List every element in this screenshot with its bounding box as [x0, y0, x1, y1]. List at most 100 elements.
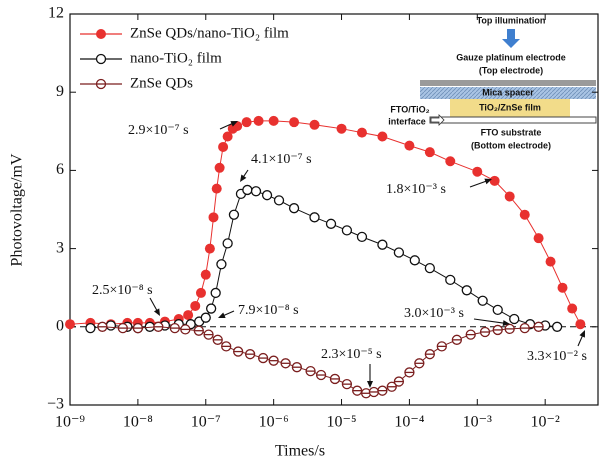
marker-dot [242, 184, 253, 196]
marker [557, 282, 568, 293]
marker-dot [445, 156, 456, 167]
light-arrow [502, 29, 520, 48]
marker [305, 365, 316, 377]
marker-dot [325, 218, 337, 229]
marker-dot [424, 262, 435, 274]
marker-dot [218, 141, 229, 152]
marker [545, 256, 556, 267]
marker [253, 115, 264, 126]
series-line [90, 189, 558, 329]
marker [356, 231, 368, 243]
marker [551, 321, 563, 332]
marker-dot [341, 225, 353, 236]
x-tick-label: 10⁻² [531, 414, 560, 431]
marker [509, 313, 520, 325]
annotation-arrowhead [218, 312, 226, 318]
marker [203, 329, 214, 340]
marker [386, 381, 397, 392]
marker [504, 323, 515, 335]
marker [268, 115, 279, 126]
marker-dot [222, 131, 233, 142]
inset-label: TiO₂/ZnSe film [479, 102, 541, 112]
marker [404, 367, 415, 378]
marker [261, 190, 273, 201]
marker [268, 355, 279, 366]
marker-dot [228, 209, 240, 220]
marker [352, 385, 363, 396]
marker-dot [289, 117, 300, 128]
electrode-layer [420, 80, 596, 86]
marker [533, 233, 544, 244]
marker [436, 341, 447, 352]
marker-dot [377, 131, 388, 142]
marker [216, 259, 227, 270]
marker [309, 212, 320, 223]
marker [169, 322, 180, 334]
marker-dot [190, 300, 201, 311]
marker [180, 324, 191, 335]
marker [575, 319, 586, 330]
legend-label: ZnSe QDs/nano-TiO₂ film [130, 25, 289, 41]
marker [424, 147, 435, 158]
marker-dot [95, 53, 107, 65]
marker [309, 119, 320, 130]
marker [204, 243, 215, 254]
marker [377, 385, 388, 396]
y-tick-label: −3 [47, 396, 64, 413]
marker [211, 183, 222, 194]
marker-dot [409, 255, 420, 266]
marker-dot [575, 319, 586, 330]
marker-dot [261, 190, 273, 201]
annotation-arrow [577, 334, 584, 347]
marker [479, 326, 491, 338]
marker [424, 262, 435, 274]
marker [95, 78, 107, 90]
marker [222, 238, 233, 249]
annotation: 4.1×10⁻⁷ s [251, 152, 312, 167]
marker-dot [509, 313, 520, 325]
marker-dot [424, 147, 435, 158]
marker-dot [567, 303, 578, 314]
annotation: 2.5×10⁻⁸ s [92, 283, 153, 298]
inset-label: (Top electrode) [479, 65, 543, 75]
annotation: 2.3×10⁻⁵ s [321, 347, 382, 362]
inset-label: FTO substrate [481, 127, 542, 137]
marker [200, 312, 211, 323]
marker-dot [253, 115, 264, 126]
marker [341, 378, 353, 390]
marker [289, 117, 300, 128]
marker-dot [241, 117, 252, 128]
inset-label: Top illumination [477, 15, 546, 25]
marker [404, 140, 415, 151]
substrate-layer [429, 116, 597, 124]
marker [341, 225, 353, 236]
marker [132, 322, 144, 334]
marker [377, 239, 388, 250]
marker-dot [96, 29, 106, 39]
annotation: 1.8×10⁻³ s [386, 182, 446, 197]
annotation-arrow [473, 318, 506, 324]
marker [200, 269, 211, 280]
legend-label: nano-TiO₂ film [130, 50, 222, 66]
marker-dot [377, 239, 388, 250]
marker [210, 287, 221, 299]
marker-dot [356, 127, 367, 138]
marker [424, 349, 435, 360]
y-tick-label: 9 [56, 83, 64, 100]
x-axis-label: Times/s [275, 443, 325, 460]
marker [183, 310, 194, 321]
marker-dot [492, 304, 503, 316]
annotation-arrow [219, 122, 234, 130]
annotation: 3.0×10⁻³ s [404, 306, 464, 321]
annotation-arrowhead [230, 121, 238, 127]
marker-dot [336, 123, 347, 134]
legend-label: ZnSe QDs [130, 75, 193, 91]
annotation-arrow [222, 310, 235, 317]
marker [233, 346, 244, 357]
annotation-arrow [469, 180, 488, 188]
marker-dot [533, 233, 544, 244]
spacer-layer [420, 87, 596, 99]
x-tick-label: 10⁻⁵ [327, 414, 357, 431]
marker [208, 212, 219, 223]
